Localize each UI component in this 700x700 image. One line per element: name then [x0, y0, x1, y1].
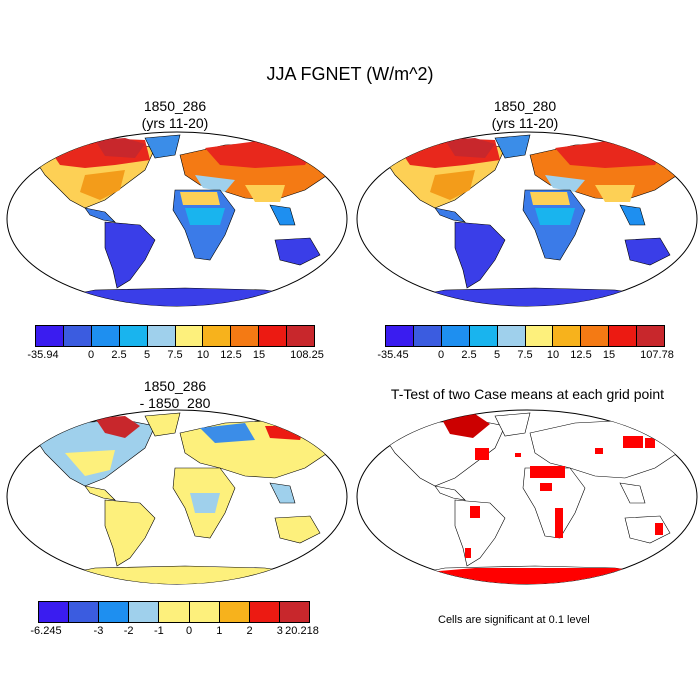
colorbar-swatch	[413, 326, 442, 346]
colorbar-tick-label: 0	[186, 625, 193, 637]
colorbar-swatch	[99, 602, 130, 622]
colorbar-tick-label: 5	[143, 349, 151, 361]
panel-3-title-line1: 1850_286	[143, 378, 207, 394]
panel-1-title: 1850_286 (yrs 11-20)	[75, 98, 275, 132]
colorbar-tick-label: 1	[216, 625, 223, 637]
colorbar-swatch	[175, 326, 204, 346]
panel-1-title-line2: (yrs 11-20)	[141, 115, 209, 131]
colorbar-swatch	[203, 326, 232, 346]
colorbar-2	[385, 325, 665, 347]
colorbar-swatch	[581, 326, 610, 346]
colorbar-swatch	[249, 602, 280, 622]
colorbar-tick-label: 0	[437, 349, 445, 361]
colorbar-tick-label: 20.218	[285, 625, 319, 637]
colorbar-swatch	[553, 326, 582, 346]
colorbar-swatch	[36, 326, 64, 346]
colorbar-tick-label: -3	[93, 625, 104, 637]
colorbar-swatch	[259, 326, 288, 346]
colorbar-swatch	[469, 326, 498, 346]
colorbar-tick-label: 10	[196, 349, 210, 361]
panel-2-title-line2: (yrs 11-20)	[491, 115, 559, 131]
colorbar-tick-label: 15	[252, 349, 266, 361]
colorbar-swatch	[189, 602, 220, 622]
panel-2-title-line1: 1850_280	[493, 98, 557, 114]
colorbar-swatch	[69, 602, 100, 622]
map-panel-2	[356, 131, 698, 307]
panel-4-title: T-Test of two Case means at each grid po…	[355, 386, 700, 403]
colorbar-swatch	[279, 602, 309, 622]
map-panel-3	[6, 409, 348, 585]
colorbar-tick-label: 7.5	[517, 349, 533, 361]
colorbar-tick-label: 2.5	[461, 349, 477, 361]
colorbar-tick-label: 3	[276, 625, 283, 637]
colorbar-tick-label: -1	[153, 625, 164, 637]
colorbar-tick-label: 12.5	[570, 349, 592, 361]
figure-title: JJA FGNET (W/m^2)	[266, 64, 434, 84]
colorbar-swatch	[441, 326, 470, 346]
colorbar-tick-label: -2	[123, 625, 134, 637]
colorbar-swatch	[159, 602, 190, 622]
colorbar-swatch	[386, 326, 414, 346]
colorbar-swatch	[525, 326, 554, 346]
colorbar-tick-label: 108.25	[290, 349, 324, 361]
colorbar-swatch	[91, 326, 120, 346]
land-masses	[34, 134, 336, 306]
panel-3-title: 1850_286 - 1850_280	[75, 378, 275, 412]
colorbar-tick-label: -6.245	[30, 625, 62, 637]
colorbar-swatch	[497, 326, 526, 346]
colorbar-swatch	[147, 326, 176, 346]
colorbar-swatch	[609, 326, 638, 346]
colorbar-tick-label: 7.5	[167, 349, 183, 361]
panel-2-title: 1850_280 (yrs 11-20)	[425, 98, 625, 132]
significance-note: Cells are significant at 0.1 level	[438, 614, 590, 626]
colorbar-swatch	[219, 602, 250, 622]
panel-3-title-line2: - 1850_280	[139, 395, 211, 411]
colorbar-tick-label: 0	[87, 349, 95, 361]
map-panel-4	[356, 409, 698, 585]
colorbar-swatch	[231, 326, 260, 346]
colorbar-swatch	[63, 326, 92, 346]
colorbar-swatch	[287, 326, 315, 346]
colorbar-1	[35, 325, 315, 347]
colorbar-tick-label: 107.78	[640, 349, 674, 361]
colorbar-tick-label: 2	[246, 625, 253, 637]
panel-1-title-line1: 1850_286	[143, 98, 207, 114]
colorbar-tick-label: 10	[546, 349, 560, 361]
colorbar-tick-label: 2.5	[111, 349, 127, 361]
colorbar-tick-label: -35.45	[377, 349, 409, 361]
land-masses	[34, 412, 336, 584]
colorbar-tick-label: -35.94	[27, 349, 59, 361]
panel-4-title-line1: T-Test of two Case means at each grid po…	[390, 386, 665, 402]
colorbar-swatch	[119, 326, 148, 346]
colorbar-3	[38, 601, 310, 623]
colorbar-swatch	[39, 602, 70, 622]
colorbar-swatch	[129, 602, 160, 622]
colorbar-tick-label: 12.5	[220, 349, 242, 361]
map-panel-1	[6, 131, 348, 307]
colorbar-swatch	[637, 326, 665, 346]
colorbar-tick-label: 5	[493, 349, 501, 361]
colorbar-tick-label: 15	[602, 349, 616, 361]
